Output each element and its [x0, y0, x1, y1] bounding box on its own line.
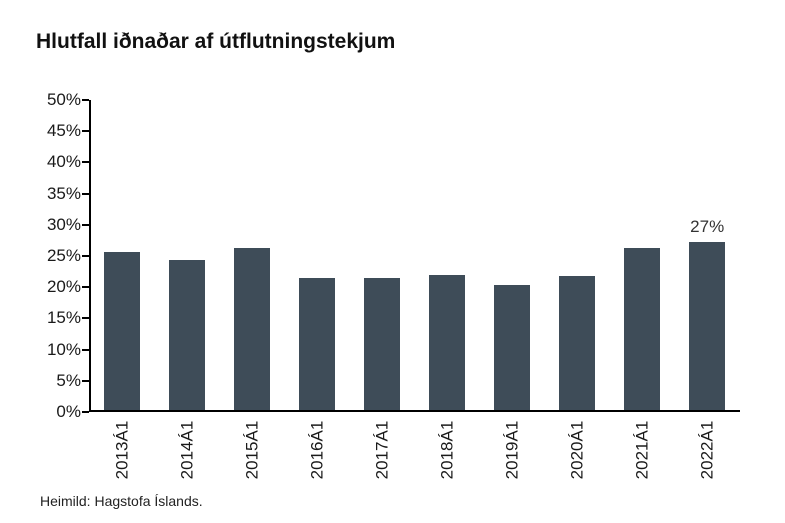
bar-2021Á1: [624, 248, 661, 410]
x-axis-tick-label-text: 2021Á1: [632, 420, 652, 480]
y-axis-tick-label: 10%: [46, 339, 81, 359]
x-axis-tick-label: 2014Á1: [155, 418, 219, 482]
bar-2019Á1: [494, 285, 531, 410]
y-axis-tick-mark: [82, 192, 89, 195]
y-axis-tick-mark: [82, 255, 89, 257]
source-note: Heimild: Hagstofa Íslands.: [40, 493, 203, 509]
bar-2017Á1: [364, 278, 401, 410]
y-axis-tick-mark: [82, 223, 89, 226]
bar-2018Á1: [429, 275, 466, 410]
y-axis-tick-label: 20%: [46, 277, 81, 297]
y-axis-tick-label: 30%: [46, 214, 81, 234]
x-axis-tick-label: 2021Á1: [610, 418, 674, 482]
y-axis-tick-label: 5%: [56, 370, 81, 390]
x-axis-tick-label-text: 2022Á1: [697, 420, 717, 480]
x-axis-tick-label: 2015Á1: [220, 418, 284, 482]
x-axis-tick-label-text: 2015Á1: [242, 420, 262, 480]
y-axis-tick-mark: [82, 286, 89, 289]
x-axis-tick-label: 2022Á1: [675, 418, 739, 482]
y-axis-tick-mark: [82, 379, 89, 382]
y-axis-tick-label: 40%: [46, 152, 81, 172]
y-axis-tick-mark: [82, 99, 89, 101]
x-axis-tick-label-text: 2018Á1: [437, 420, 457, 480]
x-axis-tick-label-text: 2020Á1: [567, 420, 587, 480]
plot-area: 0% 5% 10% 15% 20% 25% 30% 35% 40% 45% 50% 2013Á1 201…: [47, 91, 740, 479]
y-axis-tick-mark: [82, 130, 89, 133]
y-axis-tick-mark: [82, 317, 89, 320]
x-axis-tick-label: 2018Á1: [415, 418, 479, 482]
bar-2020Á1: [559, 276, 596, 410]
y-axis-tick-label: 35%: [46, 183, 81, 203]
y-axis-tick-mark: [82, 348, 89, 351]
y-axis-tick-label: 45%: [46, 121, 81, 141]
x-axis-tick-label-text: 2014Á1: [177, 420, 197, 480]
x-axis-tick-label: 2016Á1: [285, 418, 349, 482]
x-axis-tick-label: 2019Á1: [480, 418, 544, 482]
x-axis-tick-label-text: 2019Á1: [502, 420, 522, 480]
x-axis-tick-label-text: 2013Á1: [112, 420, 132, 480]
y-axis-tick-label: 0%: [56, 402, 81, 421]
bar-2013Á1: [104, 251, 141, 410]
chart-title: Hlutfall iðnaðar af útflutningstekjum: [36, 30, 396, 53]
x-axis-tick-label: 2020Á1: [545, 418, 609, 482]
data-label: 27%: [690, 216, 725, 236]
y-axis-tick-label: 50%: [46, 90, 81, 109]
y-axis-tick-label: 25%: [46, 246, 81, 265]
bar-2016Á1: [299, 277, 336, 410]
x-axis-tick-label: 2017Á1: [350, 418, 414, 482]
bar-2022Á1: [689, 241, 726, 410]
x-axis-tick-label-text: 2016Á1: [307, 420, 327, 480]
y-axis-tick-label: 15%: [46, 308, 81, 328]
bar-2014Á1: [169, 259, 206, 410]
x-axis-tick-label: 2013Á1: [90, 418, 154, 482]
x-axis-tick-label-text: 2017Á1: [372, 420, 392, 480]
y-axis-tick-mark: [82, 411, 89, 413]
bar-2015Á1: [234, 248, 271, 410]
y-axis-tick-mark: [82, 161, 89, 164]
